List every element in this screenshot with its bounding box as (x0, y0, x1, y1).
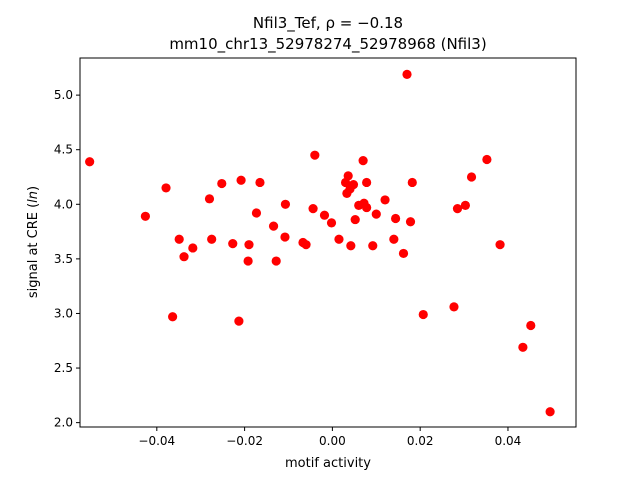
y-axis-label-ln: ln (26, 191, 41, 203)
data-point-19 (280, 199, 291, 209)
y-tick-label-5: 4.5 (54, 143, 73, 157)
data-point-48 (407, 177, 417, 188)
x-tick-label-4: 0.04 (495, 434, 522, 448)
x-tick-label-3: 0.02 (407, 434, 434, 448)
data-point-52 (460, 200, 470, 210)
y-axis-label: signal at CRE (ln) (26, 186, 41, 298)
x-tick-label-0: −0.04 (138, 434, 175, 448)
data-point-38 (362, 177, 372, 188)
y-tick-label-4: 4.0 (54, 197, 73, 211)
data-point-15 (251, 208, 262, 218)
data-point-30 (343, 171, 353, 181)
data-point-16 (255, 177, 265, 188)
y-tick-label-1: 2.5 (54, 361, 73, 375)
data-point-47 (405, 217, 416, 227)
data-point-20 (280, 232, 290, 242)
data-point-40 (368, 241, 378, 251)
data-point-23 (308, 204, 318, 214)
data-point-9 (217, 178, 227, 189)
data-point-55 (495, 240, 505, 250)
data-point-11 (234, 316, 244, 326)
data-point-1 (140, 211, 151, 221)
data-point-13 (243, 256, 253, 266)
data-points (85, 69, 555, 417)
data-point-50 (449, 302, 459, 312)
data-point-4 (174, 234, 184, 244)
data-point-39 (362, 202, 372, 213)
y-axis-label-prefix: signal at CRE ( (26, 203, 41, 298)
data-point-57 (526, 320, 536, 331)
data-point-14 (244, 240, 254, 250)
x-tick-label-1: −0.02 (226, 434, 263, 448)
data-point-8 (207, 234, 217, 244)
data-point-24 (310, 150, 320, 160)
data-point-49 (418, 309, 428, 320)
plot-frame (79, 57, 577, 428)
data-point-10 (228, 238, 238, 249)
data-point-18 (271, 256, 281, 266)
data-point-36 (358, 156, 368, 166)
data-point-6 (188, 243, 198, 253)
data-point-0 (85, 157, 95, 167)
data-point-58 (545, 407, 555, 417)
y-tick-label-0: 2.0 (54, 416, 73, 430)
chart-title-line1: Nfil3_Tef, ρ = −0.18 (253, 14, 403, 33)
data-point-7 (204, 194, 215, 204)
data-point-56 (518, 342, 528, 352)
data-point-26 (326, 218, 337, 228)
y-axis-label-suffix: ) (26, 186, 41, 191)
data-point-44 (390, 213, 401, 224)
y-tick-label-3: 3.5 (54, 252, 73, 266)
data-point-53 (466, 172, 477, 182)
data-point-22 (301, 240, 311, 250)
data-point-43 (389, 234, 399, 244)
data-point-27 (334, 234, 344, 244)
data-point-17 (268, 221, 279, 231)
data-point-42 (380, 195, 390, 205)
chart-title-line2: mm10_chr13_52978274_52978968 (Nfil3) (169, 35, 486, 54)
data-point-25 (319, 210, 330, 220)
data-point-41 (371, 209, 381, 219)
y-tick-label-2: 3.0 (54, 306, 73, 320)
data-point-45 (398, 248, 409, 259)
data-point-3 (168, 312, 178, 322)
data-point-51 (452, 204, 463, 214)
data-point-12 (236, 175, 246, 185)
data-point-46 (402, 69, 412, 79)
data-point-5 (179, 252, 189, 262)
x-axis-label: motif activity (285, 456, 371, 471)
x-tick-label-2: 0.00 (319, 434, 346, 448)
y-axis-ticks: 2.0 2.5 3.0 3.5 4.0 4.5 5.0 (54, 88, 80, 430)
data-point-33 (348, 180, 359, 190)
data-point-34 (350, 214, 360, 225)
data-point-54 (482, 154, 492, 165)
x-axis-ticks: −0.04 −0.02 0.00 0.02 0.04 (138, 427, 521, 448)
y-tick-label-6: 5.0 (54, 88, 73, 102)
data-point-2 (161, 183, 171, 193)
data-point-32 (346, 241, 356, 251)
